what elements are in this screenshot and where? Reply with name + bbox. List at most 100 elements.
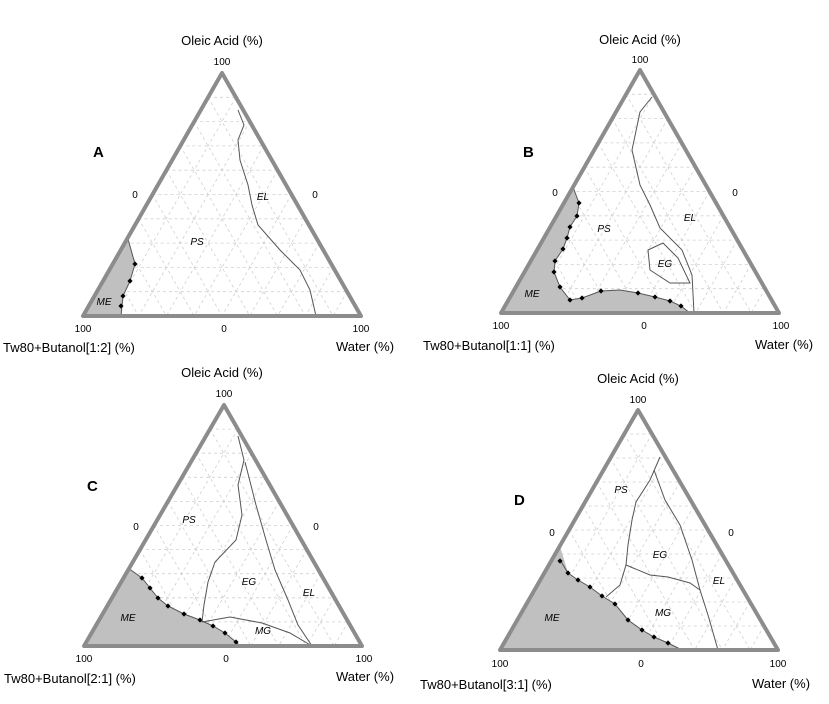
panel-d-me-region — [500, 546, 682, 650]
panel-b-letter: B — [523, 144, 534, 161]
boundary-point — [579, 295, 585, 301]
boundary-point — [567, 224, 573, 230]
grid-line — [221, 194, 292, 317]
panel-d-region-mg: MG — [655, 608, 671, 619]
boundary-point — [210, 623, 216, 629]
grid-line — [750, 288, 766, 314]
grid-line — [193, 170, 278, 317]
panel-d-region-eg: EG — [653, 550, 668, 561]
panel-d-top-label: Oleic Acid (%) — [597, 371, 679, 386]
panel-a-region-el: EL — [257, 192, 269, 203]
panel-d-region-el: EL — [713, 576, 725, 587]
panel-b-right-label: Water (%) — [755, 337, 813, 352]
grid-line — [639, 191, 710, 314]
panel-a-me-points — [118, 261, 138, 309]
boundary-point — [598, 288, 604, 294]
panel-b-region-el: EL — [684, 213, 696, 224]
panel-c-boundary-2 — [244, 461, 313, 647]
panel-d-region-ps: PS — [614, 485, 628, 496]
panel-d: Oleic Acid (%) 100 D 0 0 PS EG EL ME MG … — [420, 371, 810, 692]
panel-c-left-label: Tw80+Butanol[2:1] (%) — [4, 671, 136, 686]
grid-line — [179, 145, 278, 317]
grid-line — [596, 481, 695, 651]
panel-c: Oleic Acid (%) 100 C 0 0 PS EG EL ME MG … — [4, 365, 394, 686]
panel-c-left-mid-tick: 0 — [133, 522, 139, 533]
panel-b-right-corner-tick: 100 — [773, 321, 790, 332]
boundary-point — [155, 595, 161, 601]
boundary-point — [120, 293, 126, 299]
grid-line — [110, 97, 237, 317]
boundary-point — [651, 634, 657, 640]
panel-a-el-boundary — [237, 109, 317, 317]
panel-d-triangle — [498, 408, 780, 652]
boundary-point — [639, 627, 645, 633]
panel-d-boundary-2 — [653, 469, 719, 651]
panel-d-letter: D — [514, 492, 525, 509]
grid-line — [749, 625, 765, 651]
boundary-point — [147, 585, 153, 591]
boundary-point — [197, 617, 203, 623]
panel-c-top-label: Oleic Acid (%) — [181, 365, 263, 380]
grid-line — [166, 145, 265, 317]
panel-c-boundary-1 — [201, 435, 245, 623]
boundary-point — [127, 278, 133, 284]
panel-d-left-corner-tick: 100 — [492, 659, 509, 670]
panel-c-region-eg: EG — [242, 577, 257, 588]
grid-line — [152, 194, 223, 317]
boundary-point — [560, 246, 566, 252]
boundary-point — [565, 570, 571, 576]
grid-line — [695, 239, 738, 314]
panel-b-region-ps: PS — [597, 224, 611, 235]
boundary-point — [678, 303, 684, 309]
boundary-point — [557, 284, 563, 290]
boundary-point — [599, 593, 605, 599]
grid-line — [556, 118, 669, 314]
grid-line — [584, 142, 683, 314]
grid-line — [666, 553, 723, 651]
boundary-point — [139, 575, 145, 581]
panel-d-me-points — [557, 558, 671, 646]
boundary-point — [652, 294, 658, 300]
panel-b-bottom-mid-tick: 0 — [641, 321, 647, 332]
panel-d-region-me: ME — [545, 613, 560, 624]
panel-d-boundary-3 — [625, 564, 701, 591]
grid-line — [278, 573, 321, 647]
panel-c-triangle — [82, 403, 364, 648]
boundary-point — [635, 290, 641, 296]
grid-line — [207, 97, 334, 317]
boundary-point — [233, 639, 239, 645]
boundary-point — [625, 617, 631, 623]
boundary-point — [574, 213, 580, 219]
boundary-point — [575, 577, 581, 583]
grid-line — [333, 621, 349, 647]
panel-b-me-points — [551, 200, 684, 309]
boundary-point — [567, 297, 573, 303]
panel-a-right-label: Water (%) — [336, 339, 394, 354]
grid-line — [611, 167, 696, 314]
grid-line — [193, 121, 306, 317]
grid-line — [139, 452, 252, 647]
panel-b-me-region — [501, 187, 690, 313]
panel-a-region-me: ME — [97, 297, 112, 308]
panel-a-left-mid-tick: 0 — [132, 190, 138, 201]
panel-c-letter: C — [87, 478, 98, 495]
panel-d-left-mid-tick: 0 — [549, 528, 555, 539]
panel-c-apex-tick: 100 — [216, 389, 233, 400]
boundary-point — [132, 261, 138, 267]
panel-c-right-label: Water (%) — [336, 669, 394, 684]
grid-line — [249, 218, 306, 317]
boundary-point — [576, 200, 582, 206]
boundary-point — [564, 235, 570, 241]
panel-a-bottom-mid-tick: 0 — [221, 324, 227, 335]
panel-b-me-boundary — [553, 186, 691, 314]
panel-a-left-label: Tw80+Butanol[1:2] (%) — [3, 340, 135, 355]
grid-line — [583, 481, 681, 651]
panel-b-eg-boundary — [647, 242, 691, 284]
grid-line — [694, 577, 737, 651]
boundary-point — [557, 558, 563, 564]
panel-c-left-corner-tick: 100 — [76, 654, 93, 665]
grid-line — [332, 291, 348, 317]
panel-b-top-label: Oleic Acid (%) — [599, 32, 681, 47]
panel-b: Oleic Acid (%) 100 B 0 0 PS EL EG ME 100… — [423, 32, 813, 353]
